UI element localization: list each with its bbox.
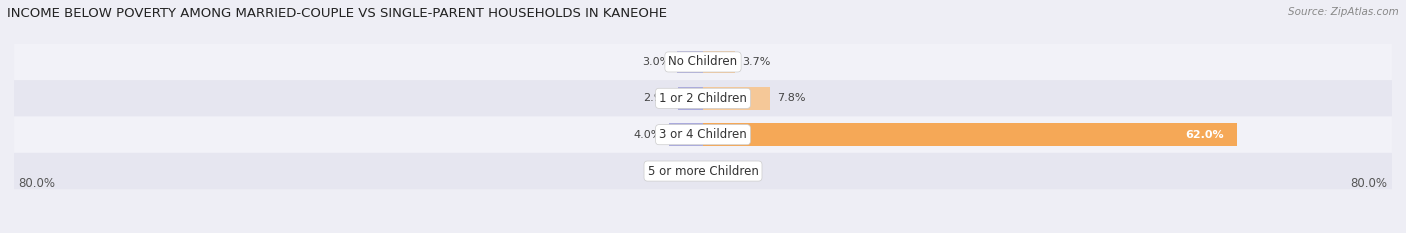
Text: 80.0%: 80.0% xyxy=(18,177,55,190)
Text: 5 or more Children: 5 or more Children xyxy=(648,164,758,178)
Text: 4.0%: 4.0% xyxy=(633,130,662,140)
Text: 0.0%: 0.0% xyxy=(668,166,696,176)
Text: 1 or 2 Children: 1 or 2 Children xyxy=(659,92,747,105)
Text: No Children: No Children xyxy=(668,55,738,69)
FancyBboxPatch shape xyxy=(14,44,1392,80)
Bar xyxy=(678,87,703,110)
Text: Source: ZipAtlas.com: Source: ZipAtlas.com xyxy=(1288,7,1399,17)
FancyBboxPatch shape xyxy=(14,116,1392,153)
FancyBboxPatch shape xyxy=(14,80,1392,116)
Text: 0.0%: 0.0% xyxy=(710,166,738,176)
Text: 3 or 4 Children: 3 or 4 Children xyxy=(659,128,747,141)
Text: 3.7%: 3.7% xyxy=(742,57,770,67)
Text: 62.0%: 62.0% xyxy=(1185,130,1225,140)
FancyBboxPatch shape xyxy=(14,153,1392,189)
Text: INCOME BELOW POVERTY AMONG MARRIED-COUPLE VS SINGLE-PARENT HOUSEHOLDS IN KANEOHE: INCOME BELOW POVERTY AMONG MARRIED-COUPL… xyxy=(7,7,666,20)
Text: 80.0%: 80.0% xyxy=(1351,177,1388,190)
Bar xyxy=(703,51,735,73)
Bar xyxy=(678,51,703,73)
Bar xyxy=(669,123,703,146)
Text: 7.8%: 7.8% xyxy=(778,93,806,103)
Bar xyxy=(703,87,770,110)
Bar xyxy=(703,123,1237,146)
Text: 2.9%: 2.9% xyxy=(643,93,671,103)
Text: 3.0%: 3.0% xyxy=(643,57,671,67)
